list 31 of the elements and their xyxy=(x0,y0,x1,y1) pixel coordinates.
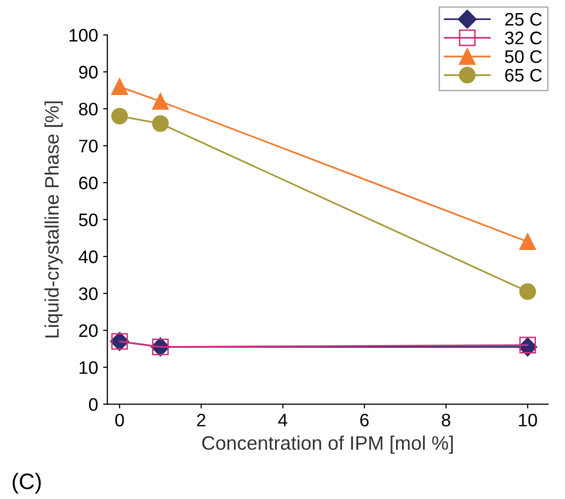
x-axis-title: Concentration of IPM [mol %] xyxy=(202,436,453,454)
y-tick-label: 0 xyxy=(88,398,98,411)
x-tick-label: 8 xyxy=(442,414,450,426)
point xyxy=(111,108,128,124)
y-tick-label: 90 xyxy=(79,66,98,79)
point xyxy=(152,93,169,110)
y-tick-label: 50 xyxy=(78,213,98,226)
y-tick-label: 10 xyxy=(80,361,98,374)
y-tick-label: 80 xyxy=(79,102,98,116)
legend-label: 50 C xyxy=(505,50,542,63)
x-tick-label: 0 xyxy=(115,414,124,426)
y-tick-label: 60 xyxy=(79,176,98,190)
text: (C) xyxy=(12,472,41,494)
x-tick-label: 6 xyxy=(360,414,369,426)
point xyxy=(519,283,536,300)
x-tick-label: 2 xyxy=(197,414,206,426)
y-tick-label: 100 xyxy=(70,28,98,42)
legend-label: 25 C xyxy=(505,12,542,26)
point xyxy=(111,78,128,95)
y-tick-label: 30 xyxy=(78,287,98,300)
x-tick-label: 4 xyxy=(278,414,288,426)
legend-label: 65 C xyxy=(505,68,542,82)
legend-label: 32 C xyxy=(504,32,542,44)
point xyxy=(152,115,169,132)
point xyxy=(519,336,536,354)
y-axis-title: Liquid-crystalline Phase [%] xyxy=(44,102,63,338)
x-tick-label: 10 xyxy=(518,414,537,426)
point xyxy=(519,233,536,250)
y-tick-label: 40 xyxy=(78,250,98,264)
y-tick-label: 70 xyxy=(79,140,98,152)
y-tick-label: 20 xyxy=(79,324,98,338)
